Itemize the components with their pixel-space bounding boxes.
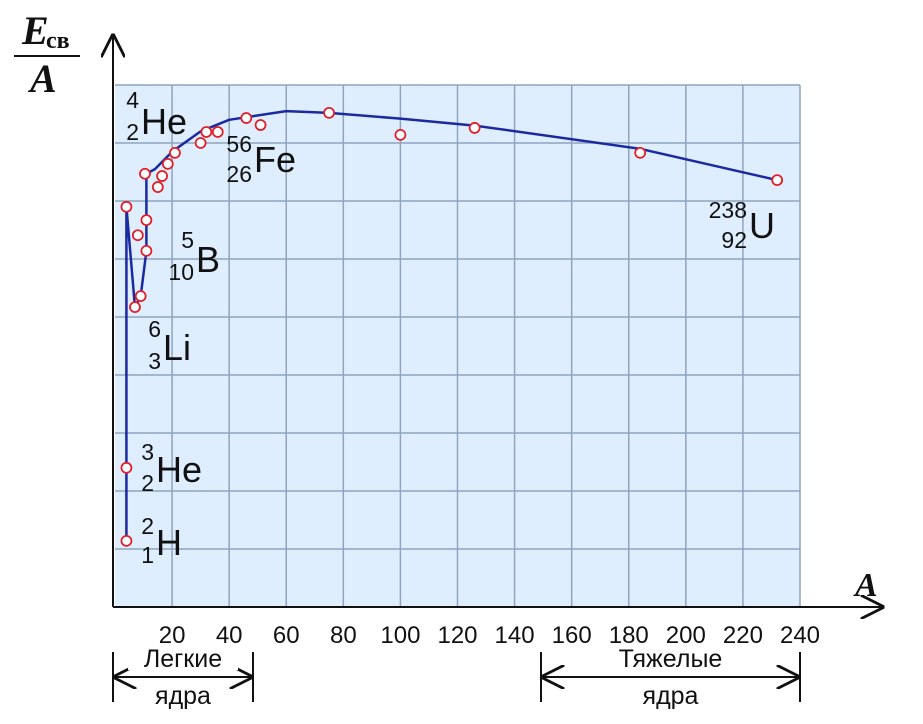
nuclide-charge: 26 [226,161,252,187]
bracket-label: Тяжелые [619,645,723,673]
data-point [394,128,407,141]
x-tick-label: 220 [723,622,763,649]
nuclide-symbol: Li [163,327,191,368]
x-tick-label: 160 [552,622,592,649]
bracket-label: ядра [643,682,699,710]
nuclide-charge: 2 [126,119,139,145]
y-label-denominator: A [27,56,57,101]
data-point [120,200,133,213]
data-point [140,214,153,227]
nuclide-charge: 10 [168,259,194,285]
data-point [156,170,168,182]
y-label-main: E [21,8,49,53]
data-point [139,167,151,180]
x-tick-label: 200 [666,622,706,649]
nuclide-symbol: Fe [254,139,296,180]
bracket-label-bg [615,646,726,670]
data-point [200,126,213,138]
nuclide-charge: 2 [141,470,154,496]
x-tick-label: 40 [216,622,243,649]
data-point [151,181,164,193]
x-tick-label: 20 [159,622,186,649]
nuclide-mass: 238 [709,197,747,223]
data-point [468,122,481,134]
nuclide-symbol: U [749,205,775,246]
nuclide-mass: 3 [141,439,154,465]
nuclide-charge: 92 [721,227,747,253]
y-label-sub: св [46,28,70,54]
nuclide-symbol: He [141,101,187,142]
data-point [771,174,784,187]
x-tick-label: 80 [330,622,357,649]
x-tick-label: 100 [380,622,420,649]
data-point [194,137,207,149]
data-point [120,461,133,474]
x-tick-label: 180 [609,622,649,649]
nuclide-symbol: He [156,449,202,490]
bracket-label-bg [143,684,223,710]
bracket-label-bg [128,646,238,670]
x-label: A [853,567,878,604]
x-tick-label: 60 [273,622,300,649]
bracket-label: Легкие [144,645,222,673]
nuclide-symbol: B [196,239,220,280]
data-point [134,290,147,303]
nuclide-mass: 6 [148,316,161,342]
nuclide-mass: 4 [126,87,139,113]
data-point [129,301,141,314]
x-tick-label: 140 [495,622,535,649]
data-point [254,119,267,131]
data-point [120,534,133,547]
bracket-label-bg [630,684,711,710]
nuclide-mass: 5 [181,227,194,253]
data-point [211,126,224,138]
x-tick-label: 120 [437,622,477,649]
nuclide-mass: 56 [226,131,252,157]
x-tick-label: 240 [780,622,820,649]
data-point [169,146,181,159]
nuclide-mass: 2 [141,513,154,539]
bracket-label: ядра [155,682,211,710]
nuclide-charge: 3 [148,348,161,374]
data-point [634,146,647,159]
data-point [131,229,144,242]
nuclide-charge: 1 [141,542,154,568]
data-point [140,244,153,257]
data-point [240,112,253,124]
data-point [323,106,335,119]
nuclide-symbol: H [156,522,182,563]
data-point [161,157,174,170]
